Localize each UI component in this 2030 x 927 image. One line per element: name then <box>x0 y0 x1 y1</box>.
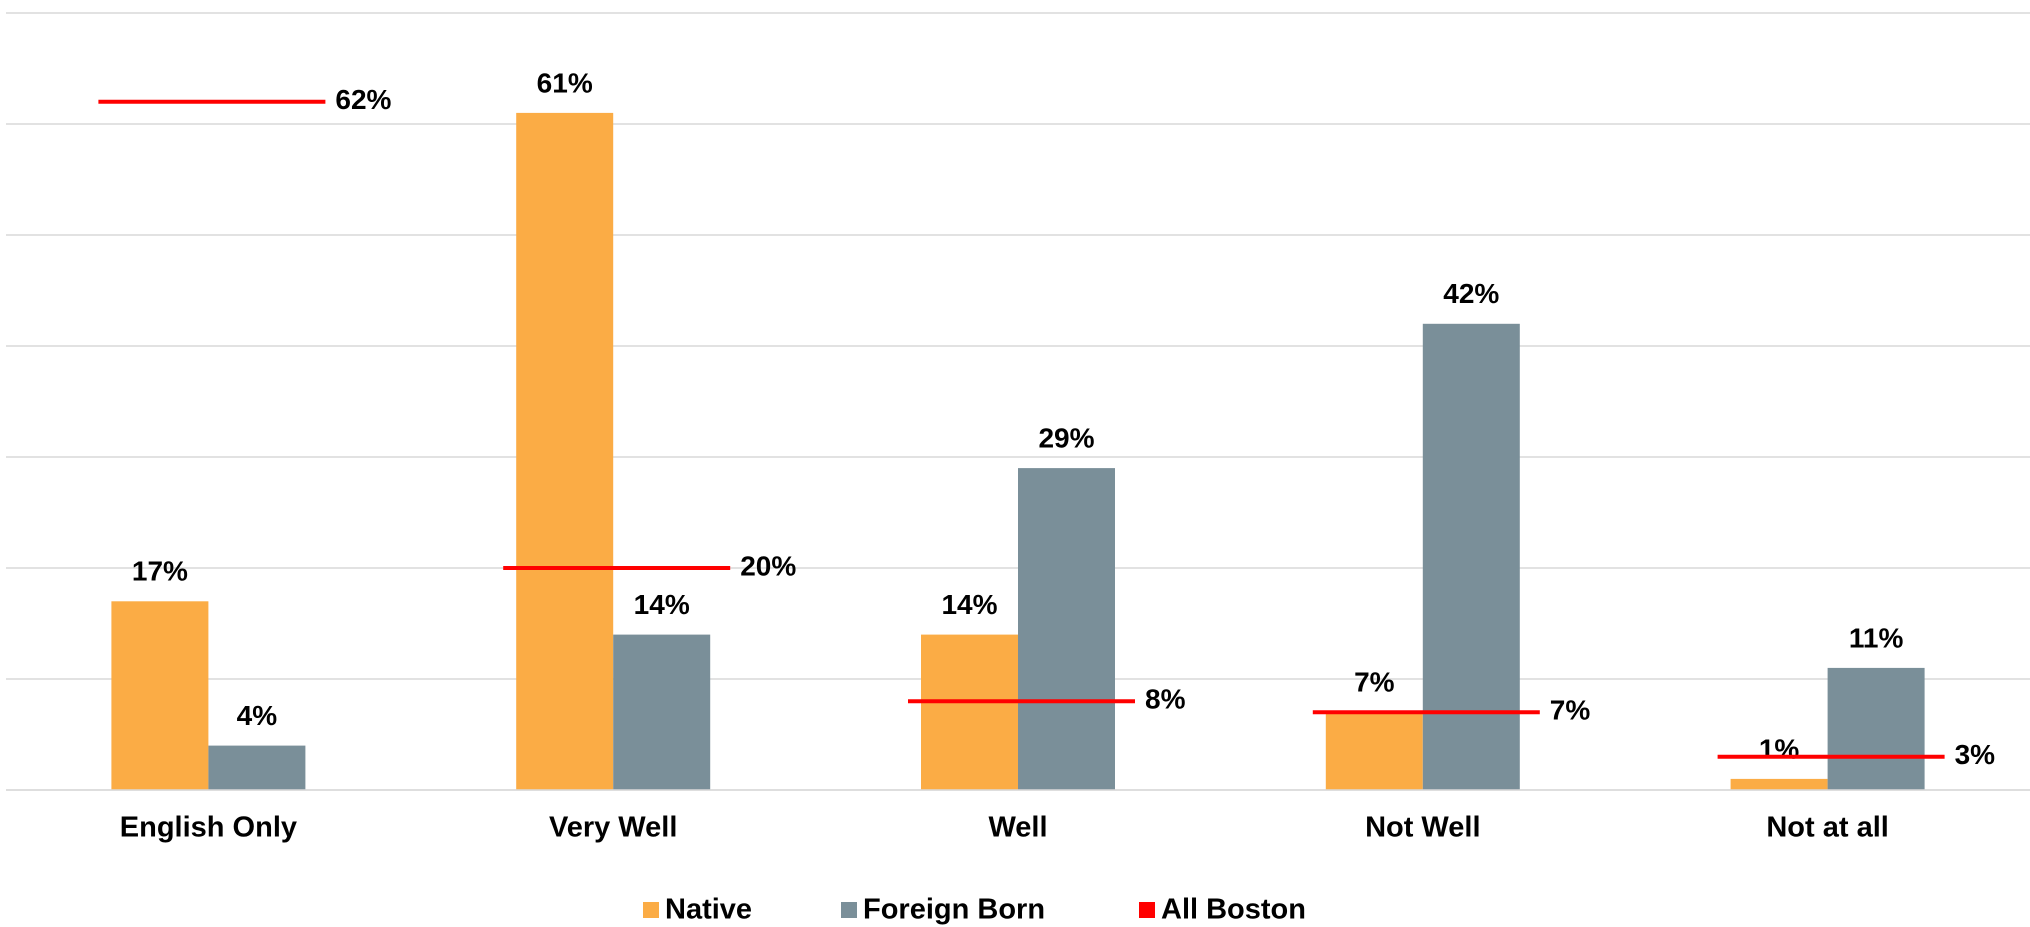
x-tick-label: Well <box>988 812 1047 844</box>
legend-label: Native <box>665 894 752 926</box>
legend-label: Foreign Born <box>863 894 1045 926</box>
bar <box>208 745 306 790</box>
data-label: 17% <box>132 556 188 587</box>
bar <box>1325 712 1423 790</box>
data-label: 14% <box>941 589 997 620</box>
data-label: 7% <box>1354 667 1395 698</box>
legend-swatch <box>1139 902 1155 918</box>
x-tick-label: Very Well <box>549 812 677 844</box>
data-label: 61% <box>537 67 593 98</box>
data-label: 8% <box>1145 684 1186 715</box>
bar <box>1018 468 1115 790</box>
bar <box>1422 323 1520 790</box>
data-label: 20% <box>740 550 796 581</box>
data-label: 1% <box>1759 733 1800 764</box>
data-label: 3% <box>1955 739 1996 770</box>
bar <box>921 634 1018 790</box>
data-label: 62% <box>335 84 391 115</box>
bar <box>613 634 711 790</box>
legend-swatch <box>841 902 857 918</box>
bar <box>516 112 614 790</box>
x-tick-label: English Only <box>120 812 297 844</box>
data-label: 14% <box>634 589 690 620</box>
x-tick-label: Not Well <box>1365 812 1480 844</box>
data-label: 29% <box>1038 422 1094 453</box>
data-label: 11% <box>1849 622 1904 653</box>
legend-label: All Boston <box>1161 894 1306 926</box>
bar <box>1730 778 1828 790</box>
x-tick-label: Not at all <box>1766 812 1888 844</box>
bar <box>1827 667 1925 790</box>
legend-swatch <box>643 902 659 918</box>
bar <box>111 601 209 790</box>
data-label: 42% <box>1443 278 1499 309</box>
data-label: 7% <box>1550 695 1591 726</box>
data-label: 4% <box>237 700 278 731</box>
